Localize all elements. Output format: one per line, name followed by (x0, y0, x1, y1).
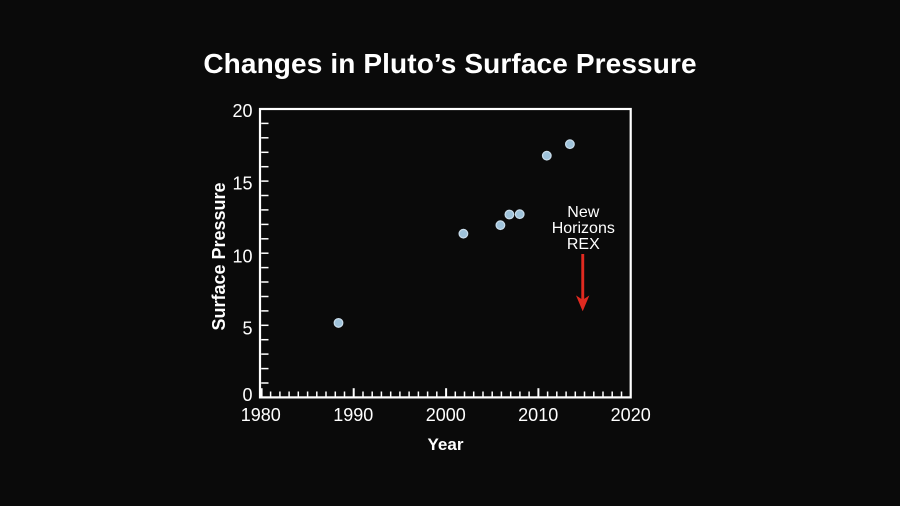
svg-text:Surface Pressure: Surface Pressure (209, 182, 229, 330)
svg-text:1980: 1980 (241, 405, 281, 425)
svg-text:2010: 2010 (518, 405, 558, 425)
svg-text:10: 10 (232, 246, 252, 266)
svg-text:1990: 1990 (333, 405, 373, 425)
svg-text:Year: Year (428, 435, 464, 454)
svg-text:2020: 2020 (611, 405, 651, 425)
svg-text:20: 20 (232, 101, 252, 121)
svg-text:REX: REX (567, 236, 600, 253)
svg-text:15: 15 (232, 174, 252, 194)
svg-text:Changes in Pluto’s Surface Pre: Changes in Pluto’s Surface Pressure (203, 48, 696, 79)
svg-text:0: 0 (242, 385, 252, 405)
svg-text:Horizons: Horizons (552, 220, 615, 237)
svg-text:5: 5 (242, 319, 252, 339)
svg-text:2000: 2000 (426, 405, 466, 425)
svg-text:New: New (567, 204, 599, 221)
